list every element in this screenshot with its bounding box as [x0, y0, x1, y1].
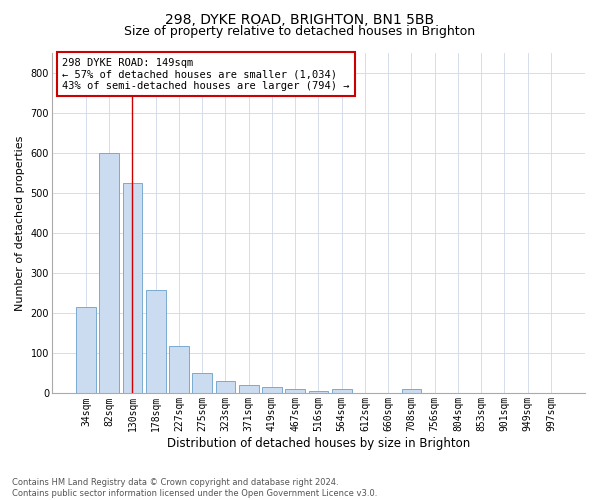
Bar	[146, 290, 166, 394]
Bar	[401, 390, 421, 394]
Text: 298, DYKE ROAD, BRIGHTON, BN1 5BB: 298, DYKE ROAD, BRIGHTON, BN1 5BB	[166, 12, 434, 26]
Text: Size of property relative to detached houses in Brighton: Size of property relative to detached ho…	[124, 25, 476, 38]
Y-axis label: Number of detached properties: Number of detached properties	[15, 136, 25, 310]
Bar	[122, 183, 142, 394]
Text: 298 DYKE ROAD: 149sqm
← 57% of detached houses are smaller (1,034)
43% of semi-d: 298 DYKE ROAD: 149sqm ← 57% of detached …	[62, 58, 350, 91]
Bar	[215, 382, 235, 394]
Bar	[169, 346, 189, 394]
Bar	[239, 386, 259, 394]
X-axis label: Distribution of detached houses by size in Brighton: Distribution of detached houses by size …	[167, 437, 470, 450]
Bar	[332, 390, 352, 394]
Bar	[308, 390, 328, 394]
Bar	[76, 307, 96, 394]
Bar	[193, 374, 212, 394]
Text: Contains HM Land Registry data © Crown copyright and database right 2024.
Contai: Contains HM Land Registry data © Crown c…	[12, 478, 377, 498]
Bar	[262, 386, 282, 394]
Bar	[285, 390, 305, 394]
Bar	[100, 153, 119, 394]
